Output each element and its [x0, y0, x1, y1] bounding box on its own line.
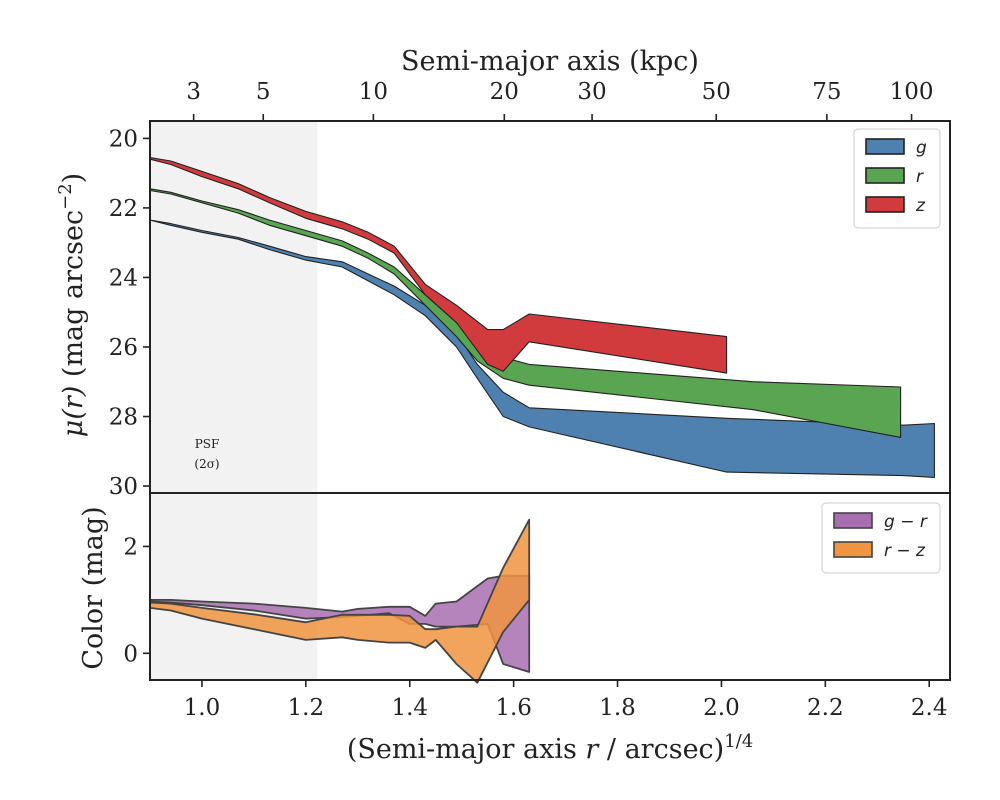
bottom-x-ticks: 1.0 1.2 1.4 1.6 1.8 2.0 2.2 2.4	[184, 680, 948, 721]
legend-swatch-r	[865, 167, 905, 184]
bottom-y-axis-title: Color (mag)	[78, 506, 109, 669]
surface-brightness-series	[149, 156, 935, 478]
x-tick-label-1.0: 1.0	[184, 695, 221, 721]
y-tick-label-30: 30	[109, 474, 138, 500]
kpc-tick-label-100: 100	[890, 79, 934, 105]
x-axis-title: (Semi-major axis r / arcsec)1/4	[347, 731, 753, 765]
legend-swatch-g-minus-r	[833, 512, 873, 529]
xlabel-var: r	[585, 734, 600, 765]
legend-label-z: z	[915, 196, 926, 216]
legend-swatch-r-minus-z	[833, 541, 873, 558]
x-tick-label-1.2: 1.2	[288, 695, 325, 721]
xlabel-post: / arcsec)	[598, 734, 724, 765]
legend-label-r: r	[916, 167, 924, 187]
band-r	[149, 188, 902, 438]
kpc-tick-label-3: 3	[186, 79, 201, 105]
kpc-tick-label-10: 10	[359, 79, 388, 105]
y-tick-label-20: 20	[109, 126, 138, 152]
y-tick-label-24: 24	[109, 265, 138, 291]
x-tick-label-2.0: 2.0	[703, 695, 740, 721]
bottom-y-ticks: 02	[123, 534, 150, 667]
psf-label: PSF	[195, 437, 220, 451]
x-tick-label-1.4: 1.4	[391, 695, 428, 721]
ylabel-unit: (mag arcsec	[58, 210, 89, 377]
legend-swatch-g	[865, 138, 905, 155]
color-series	[149, 518, 531, 684]
color-y-tick-label-0: 0	[123, 641, 138, 667]
y-tick-label-22: 22	[109, 196, 138, 222]
bottom-legend: g − r r − z	[821, 502, 941, 574]
ylabel-exponent: −2	[55, 183, 76, 210]
legend-label-g-minus-r: g − r	[884, 512, 928, 532]
legend-label-g: g	[916, 138, 927, 158]
band-g	[149, 219, 935, 478]
color-y-tick-label-2: 2	[123, 534, 138, 560]
kpc-tick-label-5: 5	[256, 79, 271, 105]
ylabel-mu: μ(r)	[58, 386, 89, 438]
x-tick-label-1.6: 1.6	[495, 695, 532, 721]
bottom-panel-frame	[149, 492, 951, 681]
top-legend: grz	[853, 128, 941, 229]
surface-brightness-panel: 20 22 24 26 28 30 PSF (2σ) μ(r) (mag arcsec−2…	[55, 120, 951, 500]
legend-swatch-z	[865, 196, 905, 213]
color-panel: 02 1.0 1.2 1.4 1.6 1.8 2.0 2.2 2.4 Color (mag) …	[78, 492, 951, 765]
band-r-minus-z	[149, 518, 531, 684]
kpc-tick-label-20: 20	[490, 79, 519, 105]
band-g-minus-r	[149, 574, 531, 673]
top-kpc-axis: 3 5 10 20 30 50 75 100	[186, 79, 934, 121]
x-tick-label-2.4: 2.4	[911, 695, 948, 721]
kpc-tick-label-30: 30	[577, 79, 606, 105]
psf-label-sigma: (2σ)	[194, 457, 219, 471]
xlabel-exponent: 1/4	[724, 731, 753, 752]
top-axis-title: Semi-major axis (kpc)	[401, 46, 699, 77]
legend-label-r-minus-z: r − z	[884, 541, 926, 561]
kpc-tick-label-75: 75	[812, 79, 841, 105]
top-y-ticks: 20 22 24 26 28 30	[109, 126, 150, 500]
psf-shaded-region-bottom	[150, 493, 318, 680]
y-tick-label-28: 28	[109, 405, 138, 431]
band-z	[149, 156, 728, 374]
psf-shaded-region	[150, 121, 318, 493]
kpc-tick-label-50: 50	[702, 79, 731, 105]
xlabel-pre: (Semi-major axis	[347, 734, 586, 765]
x-tick-label-1.8: 1.8	[599, 695, 636, 721]
ylabel-close: )	[58, 173, 89, 184]
y-tick-label-26: 26	[109, 335, 138, 361]
x-tick-label-2.2: 2.2	[807, 695, 844, 721]
top-y-axis-title: μ(r) (mag arcsec−2)	[55, 173, 89, 437]
